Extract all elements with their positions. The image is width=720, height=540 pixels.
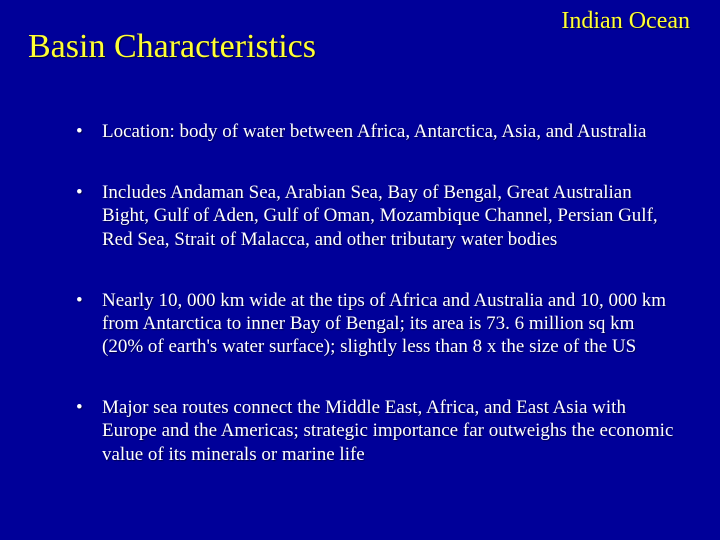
list-item: Major sea routes connect the Middle East…: [76, 396, 678, 466]
list-item: Includes Andaman Sea, Arabian Sea, Bay o…: [76, 181, 678, 251]
page-title: Basin Characteristics: [28, 28, 316, 66]
list-item: Nearly 10, 000 km wide at the tips of Af…: [76, 289, 678, 359]
header-label: Indian Ocean: [561, 8, 690, 35]
bullet-list: Location: body of water between Africa, …: [76, 120, 678, 504]
list-item: Location: body of water between Africa, …: [76, 120, 678, 143]
